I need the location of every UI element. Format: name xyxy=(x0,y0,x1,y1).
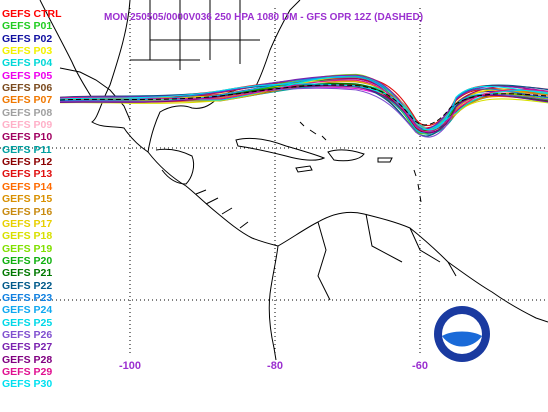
cuba xyxy=(235,137,326,161)
longitude-label: -80 xyxy=(267,360,283,372)
legend-item: GEFS P07 xyxy=(2,94,53,107)
legend-item: GEFS P14 xyxy=(2,180,53,193)
south-america-borders xyxy=(317,213,457,301)
north-america-coast xyxy=(91,0,301,153)
legend-item: GEFS P05 xyxy=(2,69,53,82)
puerto-rico xyxy=(377,157,393,163)
us-mexico-border xyxy=(59,67,131,121)
legend-item: GEFS P15 xyxy=(2,193,53,206)
legend-item: GEFS P02 xyxy=(2,32,53,45)
legend-item: GEFS P09 xyxy=(2,119,53,132)
political-borders xyxy=(59,0,457,301)
legend-item: GEFS P17 xyxy=(2,217,53,230)
gfs-oper-dashed-line xyxy=(59,84,548,126)
graticule xyxy=(0,8,548,356)
legend-item: GEFS P03 xyxy=(2,45,53,58)
legend-item: GEFS P10 xyxy=(2,131,53,144)
south-america-pacific-coast xyxy=(268,245,279,361)
legend-item: GEFS P24 xyxy=(2,304,53,317)
legend-item: GEFS P18 xyxy=(2,230,53,243)
legend-item: GEFS P28 xyxy=(2,353,53,366)
ensemble-member-line xyxy=(59,83,548,131)
legend-item: GEFS P30 xyxy=(2,378,53,391)
legend-item: GEFS CTRL xyxy=(2,8,62,20)
map-title: MON 250505/0000V036 250 HPA 1080 DM - GF… xyxy=(104,12,424,23)
bahamas xyxy=(299,121,327,141)
ensemble-member-line xyxy=(59,76,548,130)
ensemble-member-line xyxy=(59,85,548,131)
legend-item: GEFS P20 xyxy=(2,254,53,267)
south-america-coast xyxy=(277,211,548,323)
legend-item: GEFS P01 xyxy=(2,20,53,33)
legend-item: GEFS P04 xyxy=(2,57,53,70)
legend-item: GEFS P22 xyxy=(2,279,53,292)
baja-peninsula xyxy=(39,0,93,99)
jamaica xyxy=(295,165,313,173)
legend-item: GEFS P13 xyxy=(2,168,53,181)
legend-item: GEFS P12 xyxy=(2,156,53,169)
legend-item: GEFS P11 xyxy=(2,143,52,156)
legend-item: GEFS P19 xyxy=(2,242,53,255)
ensemble-contour-lines xyxy=(59,73,548,138)
longitude-label: -60 xyxy=(412,360,428,372)
legend-item: GEFS P08 xyxy=(2,106,53,119)
legend-item: GEFS P27 xyxy=(2,341,53,354)
lesser-antilles xyxy=(413,169,422,203)
longitude-label: -100 xyxy=(118,360,142,372)
legend-item: GEFS P25 xyxy=(2,316,53,329)
legend-item: GEFS P06 xyxy=(2,82,53,95)
legend-item: GEFS P26 xyxy=(2,328,53,341)
central-america-borders xyxy=(195,189,249,229)
legend-item: GEFS P21 xyxy=(2,267,53,280)
legend: GEFS CTRL GEFS P01 GEFS P02 GEFS P03 GEFS P0… xyxy=(2,8,62,391)
us-state-lines xyxy=(130,0,260,70)
legend-item: GEFS P29 xyxy=(2,365,53,378)
coastlines xyxy=(39,0,548,361)
hispaniola xyxy=(327,149,365,162)
yucatan-peninsula xyxy=(155,148,195,185)
legend-item: GEFS P16 xyxy=(2,205,53,218)
ensemble-member-line xyxy=(59,85,548,134)
legend-item: GEFS P23 xyxy=(2,291,53,304)
central-america xyxy=(147,151,279,247)
noaa-logo-graphic xyxy=(434,306,490,362)
